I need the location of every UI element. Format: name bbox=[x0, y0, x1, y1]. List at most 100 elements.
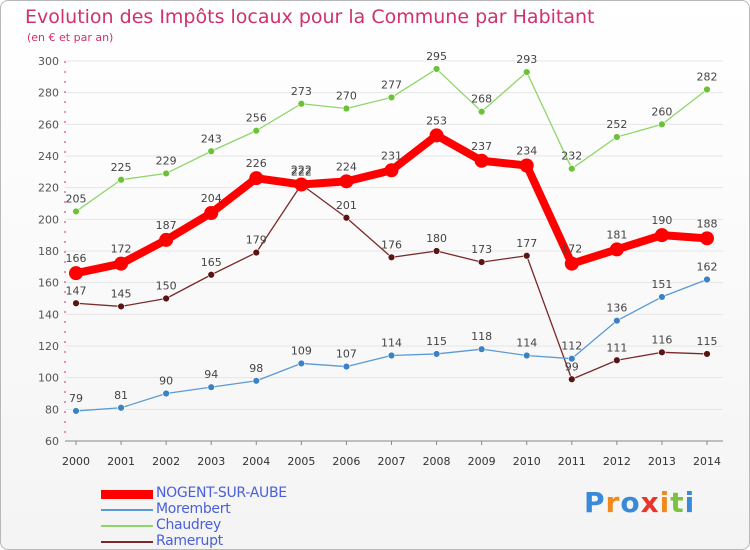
data-label: 237 bbox=[471, 140, 492, 153]
data-point bbox=[207, 271, 215, 279]
y-tick-label: 100 bbox=[38, 372, 59, 385]
data-point bbox=[477, 345, 486, 353]
data-label: 282 bbox=[697, 71, 718, 84]
data-point bbox=[523, 351, 531, 360]
data-point bbox=[117, 404, 125, 412]
data-point bbox=[252, 377, 260, 385]
y-tick-label: 60 bbox=[45, 435, 59, 448]
data-point bbox=[654, 228, 669, 243]
data-label: 295 bbox=[426, 50, 447, 63]
data-label: 252 bbox=[606, 118, 627, 131]
data-label: 165 bbox=[201, 256, 222, 269]
legend-label: Chaudrey bbox=[156, 517, 221, 533]
y-tick-label: 200 bbox=[38, 213, 59, 226]
data-point bbox=[474, 153, 489, 168]
data-label: 253 bbox=[426, 114, 447, 127]
data-label: 256 bbox=[246, 112, 267, 125]
data-point bbox=[613, 356, 621, 364]
series-morembert: 79 81 90 94 98 109 107 114 115 118 114 112 136 151 162 bbox=[69, 261, 718, 415]
y-tick-label: 240 bbox=[38, 150, 59, 163]
data-point bbox=[249, 171, 264, 186]
data-point bbox=[342, 214, 351, 222]
data-label: 260 bbox=[651, 105, 672, 118]
x-tick-label: 2008 bbox=[423, 455, 451, 468]
x-tick-label: 2000 bbox=[62, 455, 90, 468]
y-tick-label: 140 bbox=[38, 308, 59, 321]
data-point bbox=[519, 158, 534, 173]
data-point bbox=[252, 126, 260, 135]
x-tick-label: 2006 bbox=[332, 455, 360, 468]
proxiti-logo: Proxiti bbox=[584, 486, 696, 519]
data-label: 166 bbox=[66, 252, 87, 265]
x-tick-label: 2011 bbox=[558, 455, 586, 468]
data-label: 225 bbox=[111, 161, 132, 174]
data-label: 150 bbox=[156, 280, 177, 293]
data-point bbox=[114, 256, 129, 271]
data-point bbox=[477, 258, 486, 266]
data-label: 268 bbox=[471, 93, 492, 106]
data-label: 173 bbox=[471, 243, 492, 256]
legend-item: Morembert bbox=[101, 501, 341, 519]
data-point bbox=[297, 359, 306, 368]
data-label: 116 bbox=[651, 333, 672, 346]
data-label: 94 bbox=[204, 368, 218, 381]
data-label: 205 bbox=[66, 192, 87, 205]
legend: NOGENT-SUR-AUBE Morembert Chaudrey Ramerupt bbox=[101, 485, 341, 549]
x-tick-label: 2010 bbox=[513, 455, 541, 468]
data-label: 172 bbox=[561, 243, 582, 256]
data-label: 136 bbox=[606, 302, 627, 315]
data-label: 111 bbox=[606, 341, 627, 354]
legend-item: Chaudrey bbox=[101, 517, 341, 535]
data-label: 172 bbox=[111, 243, 132, 256]
data-label: 179 bbox=[246, 234, 267, 247]
data-point bbox=[387, 253, 396, 262]
series-nogent-sur-aube: 166 172 187 204 226 222 224 231 253 237 234 172 181 1… bbox=[66, 114, 718, 281]
data-label: 79 bbox=[69, 392, 83, 405]
data-label: 115 bbox=[426, 335, 447, 348]
y-tick-label: 220 bbox=[38, 182, 59, 195]
x-tick-label: 2007 bbox=[378, 455, 406, 468]
data-label: 273 bbox=[291, 85, 312, 98]
data-point bbox=[432, 350, 441, 358]
data-point bbox=[339, 174, 354, 189]
data-label: 99 bbox=[565, 360, 579, 373]
chart-subtitle: (en € et par an) bbox=[27, 31, 114, 44]
data-label: 224 bbox=[336, 160, 357, 173]
data-label: 222 bbox=[291, 166, 312, 179]
data-point bbox=[703, 275, 711, 284]
data-point bbox=[72, 407, 80, 415]
data-point bbox=[162, 294, 170, 303]
x-tick-label: 2009 bbox=[468, 455, 496, 468]
data-point bbox=[384, 163, 399, 178]
data-point bbox=[658, 293, 666, 301]
data-point bbox=[477, 107, 486, 116]
data-point bbox=[658, 348, 666, 357]
legend-swatch bbox=[101, 509, 153, 511]
x-tick-label: 2005 bbox=[287, 455, 315, 468]
data-label: 114 bbox=[381, 337, 402, 350]
data-point bbox=[72, 207, 80, 216]
data-point bbox=[613, 133, 621, 141]
data-label: 270 bbox=[336, 90, 357, 103]
data-label: 222 bbox=[291, 164, 312, 177]
legend-swatch bbox=[101, 525, 153, 527]
data-point bbox=[387, 93, 396, 102]
y-tick-label: 280 bbox=[38, 87, 59, 100]
legend-label: Ramerupt bbox=[156, 533, 223, 549]
data-point bbox=[658, 120, 666, 129]
data-label: 118 bbox=[471, 330, 492, 343]
data-point bbox=[387, 351, 396, 360]
data-label: 115 bbox=[697, 335, 718, 348]
data-label: 277 bbox=[381, 78, 402, 91]
data-label: 90 bbox=[159, 375, 173, 388]
data-label: 180 bbox=[426, 232, 447, 245]
data-point bbox=[568, 375, 576, 383]
data-point bbox=[700, 231, 714, 246]
data-label: 176 bbox=[381, 238, 402, 251]
data-point bbox=[69, 266, 83, 281]
legend-item: NOGENT-SUR-AUBE bbox=[101, 485, 341, 503]
data-point bbox=[117, 302, 125, 311]
grid: 60 80 100 120 140 160 180 200 220 240 260 280 300 bbox=[38, 55, 723, 448]
data-label: 204 bbox=[201, 192, 222, 205]
